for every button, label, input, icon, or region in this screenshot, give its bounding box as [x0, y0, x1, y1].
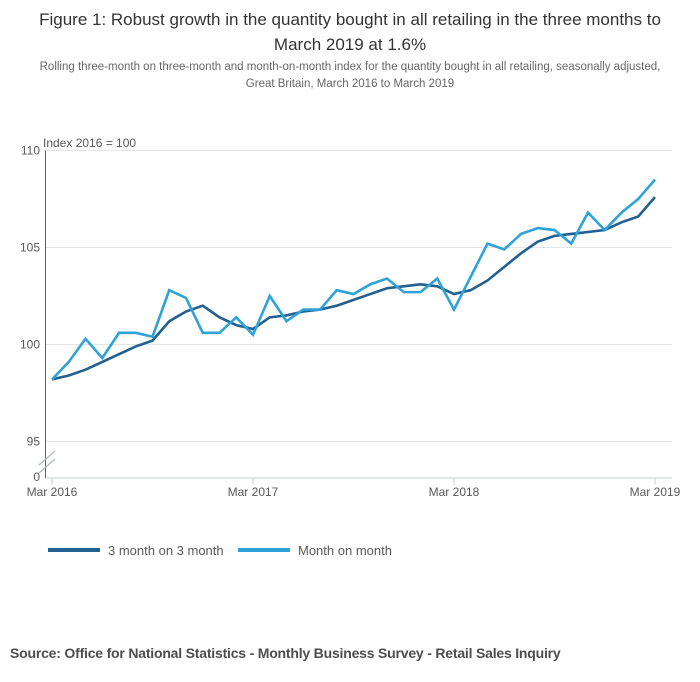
legend-label-3-month-on-3-month: 3 month on 3 month: [108, 542, 224, 558]
x-tick-label: Mar 2018: [429, 485, 480, 499]
y-zero-label: 0: [33, 470, 40, 484]
x-tick-label: Mar 2019: [630, 485, 681, 499]
y-tick-label: 105: [20, 241, 40, 255]
y-tick-label: 110: [21, 144, 40, 158]
legend-item-month-on-month: Month on month: [238, 542, 392, 558]
x-tick-label: Mar 2017: [228, 485, 279, 499]
y-gridlines-and-labels: 110 105 100 95: [20, 144, 672, 449]
y-axis-unit-label: Index 2016 = 100: [43, 136, 136, 150]
x-tick-label: Mar 2016: [27, 485, 78, 499]
series-line-month-on-month: [51, 178, 656, 381]
legend-label-month-on-month: Month on month: [298, 542, 392, 558]
legend-swatch-light-blue-line-icon: [238, 548, 290, 552]
source-text: Source: Office for National Statistics -…: [10, 645, 561, 661]
chart-subtitle: Rolling three-month on three-month and m…: [39, 61, 661, 91]
x-ticks-and-labels: Mar 2016 Mar 2017 Mar 2018 Mar 2019: [27, 478, 681, 499]
y-tick-label: 100: [20, 338, 40, 352]
legend-swatch-dark-blue-line-icon: [48, 548, 100, 552]
legend: 3 month on 3 month Month on month: [48, 542, 468, 558]
y-tick-label: 95: [27, 435, 41, 449]
chart-title: Figure 1: Robust growth in the quantity …: [39, 10, 661, 54]
y-axis-break-icon: [38, 450, 56, 474]
legend-item-3-month-on-3-month: 3 month on 3 month: [48, 542, 224, 558]
series-line-3-month-on-3-month: [51, 196, 656, 381]
